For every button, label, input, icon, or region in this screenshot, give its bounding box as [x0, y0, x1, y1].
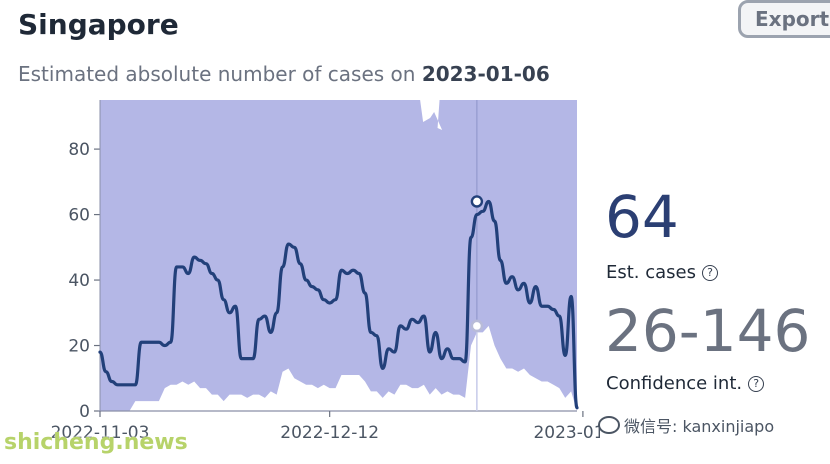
watermark-wechat: 微信号: kanxinjiapo — [598, 413, 774, 437]
confidence-interval-value: 26-146 — [605, 297, 811, 365]
subtitle-prefix: Estimated absolute number of cases on — [18, 62, 416, 86]
y-tick-label: 40 — [68, 271, 90, 291]
x-tick-label: 2022-11-03 — [51, 423, 150, 443]
y-tick-label: 80 — [68, 140, 90, 160]
watermark-wechat-text: 微信号: kanxinjiapo — [624, 417, 775, 436]
estimate-line — [98, 100, 579, 411]
estimate-series-line — [98, 199, 579, 410]
export-button[interactable]: Export — [738, 0, 830, 38]
upper-bound-gap — [420, 100, 443, 130]
cases-chart[interactable]: 0 20 40 60 80 2022-11-03 2022-12-12 2023-01-24 — [0, 0, 600, 464]
est-cases-value: 64 — [605, 183, 679, 251]
estimate-marker[interactable] — [470, 195, 484, 208]
watermark-shicheng: shicheng.news — [4, 430, 188, 455]
confidence-interval-label: Confidence int.? — [606, 373, 765, 394]
chart-axes: 0 20 40 60 80 2022-11-03 2022-12-12 2023-01-24 — [51, 100, 600, 443]
confidence-band-area — [100, 100, 577, 411]
est-cases-label-text: Est. cases — [606, 262, 697, 283]
confidence-interval-label-text: Confidence int. — [606, 373, 743, 394]
question-circle-icon[interactable]: ? — [748, 376, 765, 392]
highlight-markers[interactable] — [470, 195, 484, 333]
confidence-band — [100, 100, 577, 411]
chart-subtitle: Estimated absolute number of cases on 20… — [18, 62, 550, 86]
est-cases-label: Est. cases? — [606, 262, 719, 283]
y-tick-label: 20 — [68, 337, 90, 357]
y-tick-label: 60 — [68, 206, 90, 226]
y-tick-label: 0 — [79, 402, 90, 422]
wechat-icon — [598, 416, 620, 434]
chart-title: Singapore — [18, 8, 179, 41]
question-circle-icon[interactable]: ? — [702, 265, 719, 281]
x-tick-label: 2022-12-12 — [280, 423, 379, 443]
x-tick-label: 2023-01-24 — [533, 423, 600, 443]
lower-bound-marker[interactable] — [470, 319, 484, 333]
subtitle-date: 2023-01-06 — [421, 62, 550, 86]
